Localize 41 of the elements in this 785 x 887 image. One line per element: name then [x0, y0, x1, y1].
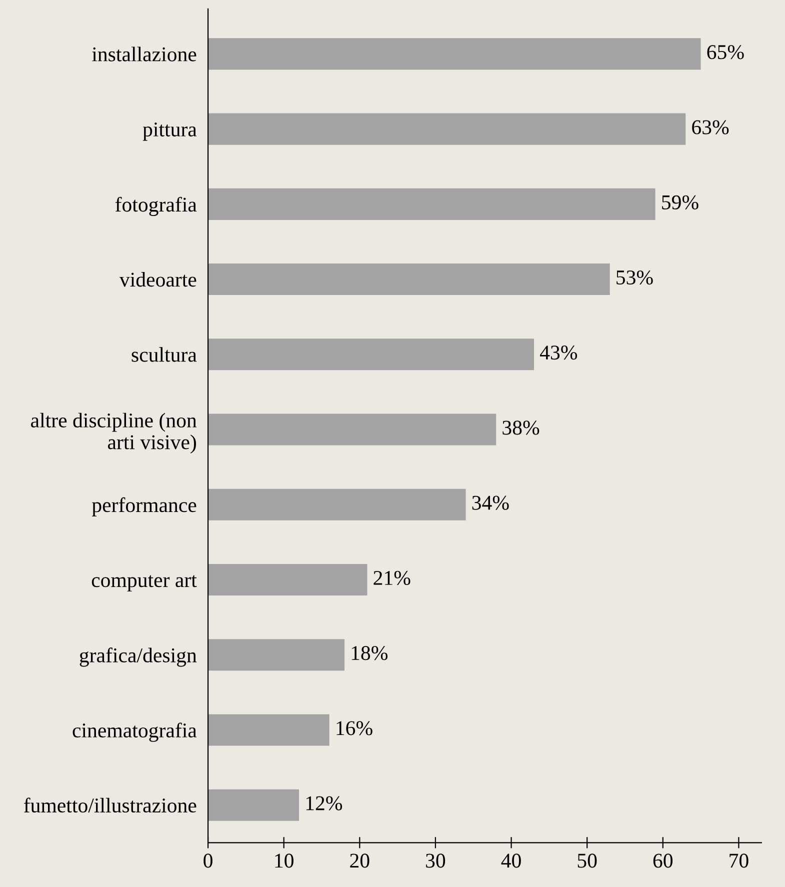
data-label: 38% — [502, 420, 540, 435]
bar — [208, 414, 496, 446]
y-tick-label: grafica/design — [80, 648, 197, 667]
y-tick-label: videoarte — [119, 272, 196, 287]
x-tick-label: 50 — [578, 854, 597, 868]
data-label: 65% — [707, 45, 744, 60]
x-tick-label: 60 — [653, 854, 673, 868]
data-label: 34% — [472, 496, 509, 510]
data-label: 59% — [662, 195, 698, 210]
bar — [208, 188, 656, 220]
bar — [208, 639, 344, 671]
bar — [208, 264, 610, 296]
y-tick-label: pittura — [142, 122, 197, 141]
x-tick-label: 20 — [350, 854, 370, 868]
bar — [208, 714, 330, 746]
data-label: 12% — [306, 796, 342, 810]
bar — [208, 338, 534, 370]
data-label: 43% — [540, 346, 578, 360]
data-label: 63% — [692, 120, 729, 134]
y-tick-label: performance — [92, 497, 196, 516]
x-tick-label: 70 — [730, 854, 748, 868]
x-tick-label: 40 — [501, 854, 521, 868]
bar — [208, 488, 466, 520]
bar — [208, 789, 299, 821]
y-tick-label: scultura — [132, 347, 197, 362]
bar — [208, 564, 368, 596]
y-tick-label: fotografia — [115, 196, 197, 216]
y-tick-label: cinematografia — [72, 722, 197, 742]
data-label: 16% — [336, 721, 372, 736]
x-tick-label: 30 — [426, 854, 446, 868]
y-tick-label: fumetto/illustrazione — [24, 798, 196, 813]
y-tick-label: computer art — [92, 575, 197, 592]
data-label: 53% — [616, 270, 653, 285]
y-tick-label: altre discipline (non arti visive) — [31, 412, 197, 454]
y-tick-label: installazione — [92, 46, 196, 62]
x-tick-label: 10 — [275, 854, 294, 868]
data-label: 21% — [374, 570, 410, 586]
bar — [208, 113, 686, 145]
data-label: 18% — [352, 646, 388, 660]
bar — [208, 38, 701, 70]
x-tick-label: 0 — [204, 854, 212, 868]
